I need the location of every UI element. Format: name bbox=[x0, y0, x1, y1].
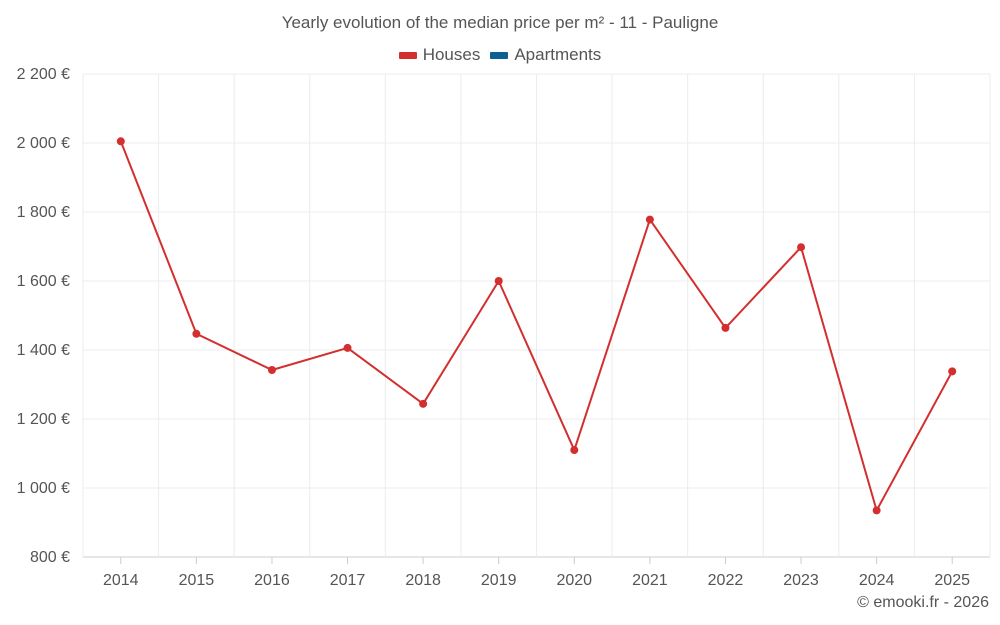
y-tick-label: 1 000 € bbox=[17, 480, 70, 497]
y-tick-label: 1 400 € bbox=[17, 342, 70, 359]
data-point bbox=[267, 366, 276, 375]
x-tick-label: 2016 bbox=[254, 572, 290, 589]
credit-text: © emooki.fr - 2026 bbox=[857, 594, 989, 611]
y-tick-label: 800 € bbox=[30, 549, 70, 566]
x-tick-label: 2018 bbox=[405, 572, 441, 589]
legend-item-houses[interactable]: Houses bbox=[398, 45, 481, 65]
data-point bbox=[872, 506, 881, 515]
y-tick-label: 1 600 € bbox=[17, 273, 70, 290]
x-tick-label: 2023 bbox=[783, 572, 819, 589]
legend-swatch-houses bbox=[398, 51, 417, 59]
y-tick-label: 1 800 € bbox=[17, 204, 70, 221]
y-tick-label: 1 200 € bbox=[17, 411, 70, 428]
data-point bbox=[343, 343, 352, 352]
x-tick-label: 2015 bbox=[179, 572, 215, 589]
data-point bbox=[192, 329, 201, 338]
legend-label-houses: Houses bbox=[422, 45, 481, 64]
data-point bbox=[419, 399, 428, 408]
data-point bbox=[721, 323, 730, 332]
x-tick-label: 2020 bbox=[556, 572, 592, 589]
y-tick-label: 2 000 € bbox=[17, 135, 70, 152]
x-tick-label: 2024 bbox=[859, 572, 895, 589]
data-point bbox=[645, 215, 654, 224]
legend-item-apartments[interactable]: Apartments bbox=[490, 45, 601, 65]
data-point bbox=[116, 137, 125, 146]
y-tick-label: 2 200 € bbox=[17, 66, 70, 83]
data-point bbox=[948, 367, 957, 376]
x-tick-label: 2021 bbox=[632, 572, 668, 589]
chart-title: Yearly evolution of the median price per… bbox=[281, 13, 719, 32]
legend-swatch-apartments bbox=[490, 51, 509, 59]
x-tick-label: 2022 bbox=[708, 572, 744, 589]
x-tick-label: 2017 bbox=[330, 572, 366, 589]
x-tick-label: 2014 bbox=[103, 572, 139, 589]
x-tick-label: 2025 bbox=[934, 572, 970, 589]
x-tick-label: 2019 bbox=[481, 572, 517, 589]
data-point bbox=[797, 243, 806, 252]
legend-label-apartments: Apartments bbox=[514, 45, 602, 64]
data-point bbox=[494, 277, 503, 285]
data-point bbox=[570, 446, 579, 455]
chart-legend: Houses Apartments bbox=[0, 45, 1000, 65]
series-line-houses bbox=[119, 140, 954, 512]
